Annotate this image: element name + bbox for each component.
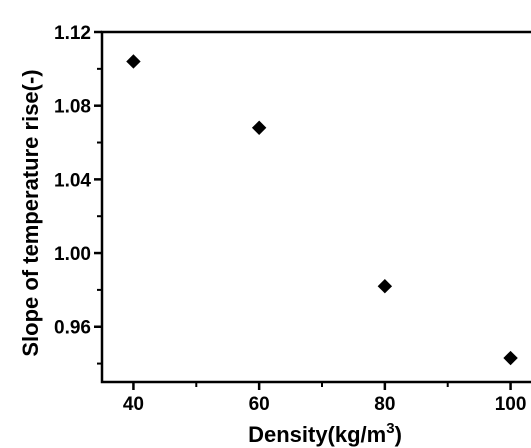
- y-tick-label: 1.04: [54, 170, 91, 191]
- data-point-80: [377, 279, 393, 294]
- x-tick-label: 40: [123, 394, 144, 415]
- data-points: [126, 54, 518, 366]
- y-tick-label: 1.12: [54, 23, 91, 44]
- x-tick-label: 100: [495, 394, 527, 415]
- y-axis-title: Slope of temperature rise(-): [18, 69, 43, 356]
- data-point-60: [251, 120, 267, 135]
- data-point-40: [126, 54, 141, 69]
- x-axis-ticks: 40 60 80 100: [123, 382, 527, 415]
- y-axis-ticks: 0.96 1.00 1.04 1.08 1.12: [54, 23, 102, 365]
- y-tick-label: 0.96: [54, 318, 91, 339]
- y-tick-label: 1.08: [54, 97, 91, 118]
- plot-frame: [100, 30, 531, 384]
- data-point-100: [503, 350, 518, 366]
- x-axis-title: Density(kg/m3): [248, 420, 402, 447]
- y-tick-label: 1.00: [54, 244, 91, 265]
- x-tick-label: 80: [374, 394, 395, 415]
- x-tick-label: 60: [249, 394, 270, 415]
